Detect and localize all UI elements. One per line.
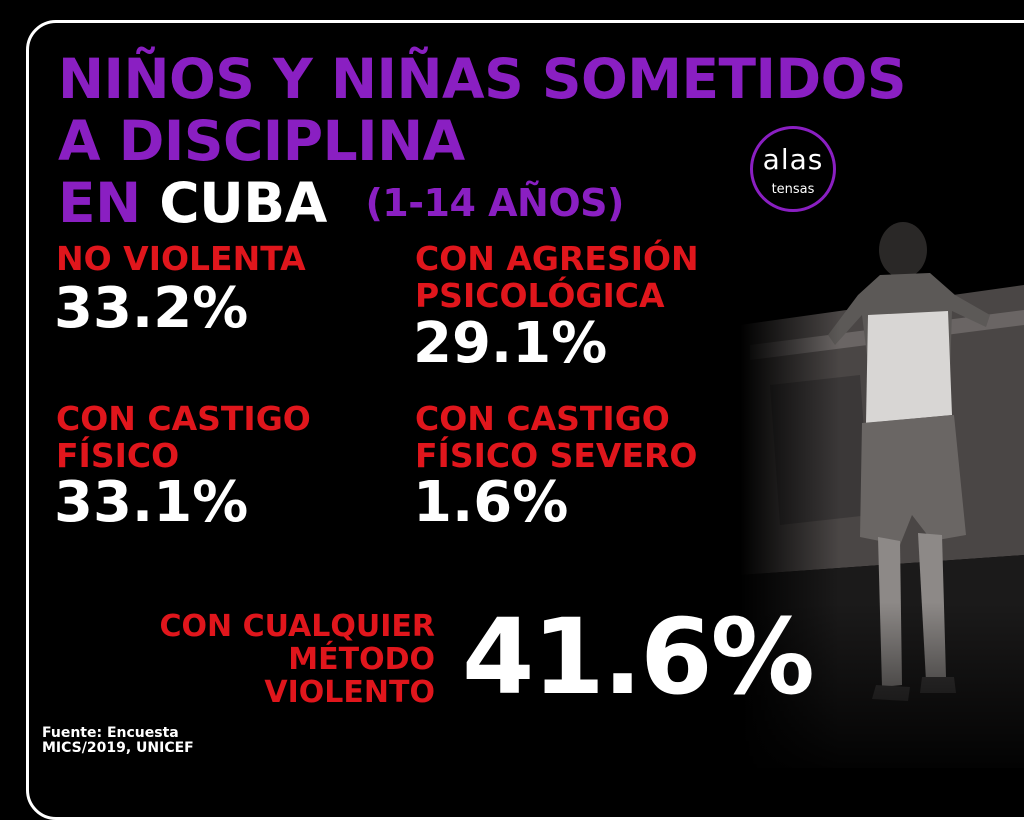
highlight-label: CON CUALQUIER MÉTODO VIOLENTO [130,610,435,709]
girl-photo [740,215,1024,768]
highlight-label-line: CON CUALQUIER [159,609,435,644]
title-prefix: EN [58,171,141,235]
stat-value-castigo-fisico: 33.1% [54,470,249,535]
title-line-1: NIÑOS Y NIÑAS SOMETIDOS [58,47,907,111]
stat-value-castigo-fisico-severo: 1.6% [413,470,569,535]
title-age-range: (1-14 AÑOS) [365,181,624,225]
stat-label-line: FÍSICO SEVERO [415,436,698,475]
stat-label-line: PSICOLÓGICA [415,276,665,315]
source-line-1: Fuente: Encuesta [42,725,179,741]
stat-label-agresion-psicologica: CON AGRESIÓN PSICOLÓGICA [415,240,699,314]
source-note: Fuente: Encuesta MICS/2019, UNICEF [42,726,194,756]
stat-label-castigo-fisico-severo: CON CASTIGO FÍSICO SEVERO [415,400,697,474]
stat-value-agresion-psicologica: 29.1% [413,311,608,376]
stat-label-line: NO VIOLENTA [56,239,306,278]
alas-tensas-logo: alas tensas [750,126,836,212]
stat-label-line: CON CASTIGO [415,399,670,438]
title-line-3: EN CUBA (1-14 AÑOS) [58,172,906,234]
source-line-2: MICS/2019, UNICEF [42,740,194,756]
title-country: CUBA [159,171,327,235]
logo-sub-text: tensas [771,182,815,197]
stat-label-castigo-fisico: CON CASTIGO FÍSICO [56,400,311,474]
stat-label-line: FÍSICO [56,436,180,475]
stat-label-no-violenta: NO VIOLENTA [56,240,306,277]
highlight-value: 41.6% [462,596,815,718]
page-title: NIÑOS Y NIÑAS SOMETIDOS A DISCIPLINA EN … [58,47,907,234]
stat-value-no-violenta: 33.2% [54,276,249,341]
stat-label-line: CON CASTIGO [56,399,311,438]
highlight-label-line: VIOLENTO [264,675,435,710]
highlight-label-line: MÉTODO [288,642,435,677]
stat-label-line: CON AGRESIÓN [415,239,699,278]
title-line-2: A DISCIPLINA [58,109,465,173]
logo-main-text: alas [762,143,824,176]
